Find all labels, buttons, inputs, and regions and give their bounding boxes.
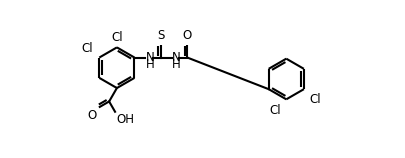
Text: N: N xyxy=(145,51,154,64)
Text: S: S xyxy=(157,29,164,42)
Text: Cl: Cl xyxy=(111,31,122,44)
Text: N: N xyxy=(172,51,180,64)
Text: Cl: Cl xyxy=(269,103,281,117)
Text: H: H xyxy=(172,58,180,70)
Text: O: O xyxy=(87,109,96,122)
Text: Cl: Cl xyxy=(81,42,93,55)
Text: Cl: Cl xyxy=(308,93,320,106)
Text: OH: OH xyxy=(116,113,134,126)
Text: O: O xyxy=(182,29,192,42)
Text: H: H xyxy=(145,58,154,70)
